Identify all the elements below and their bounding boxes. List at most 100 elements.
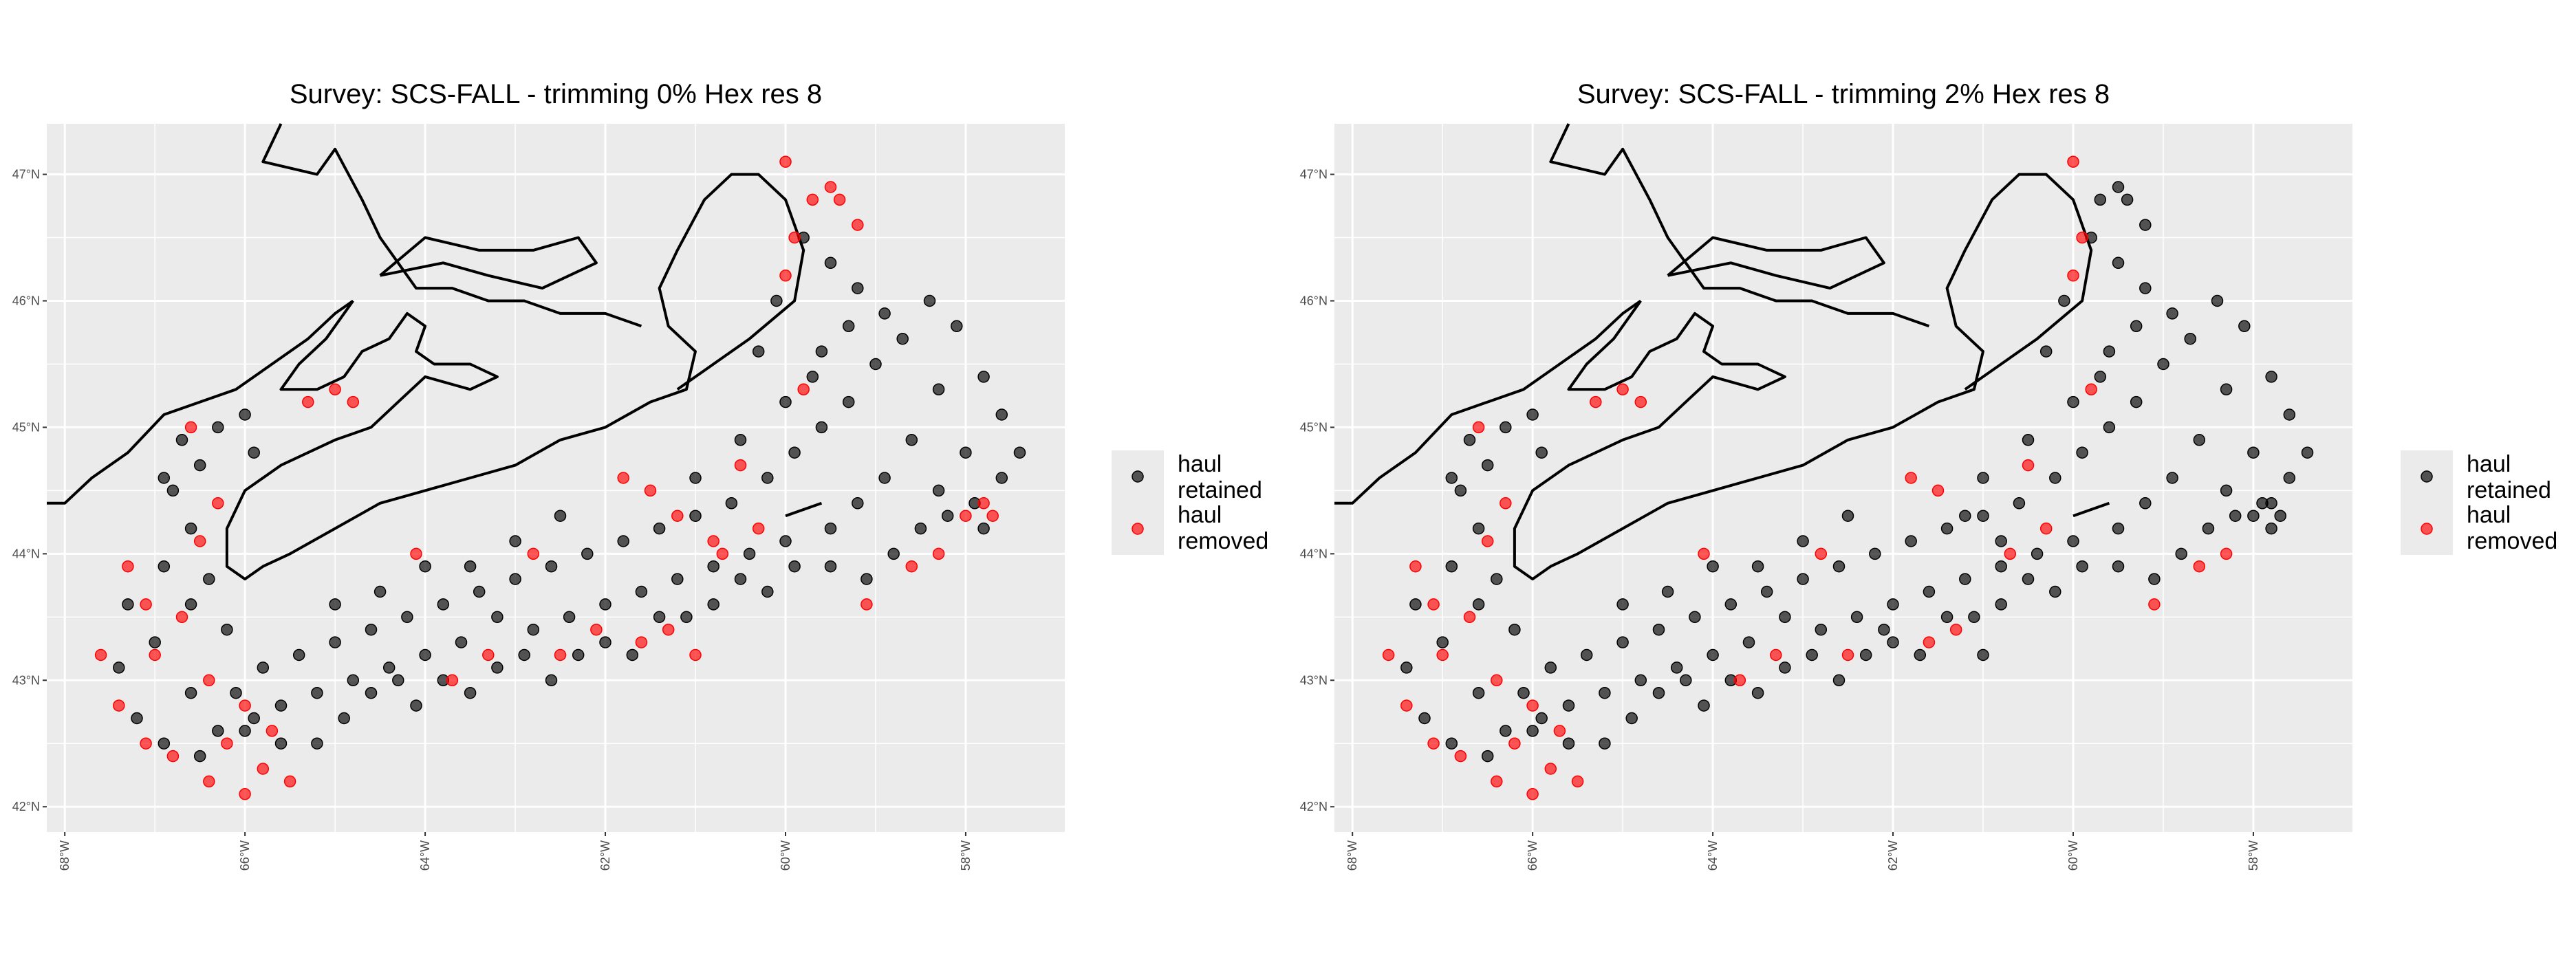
y-tick-label: 45°N — [12, 420, 40, 434]
point-retained — [770, 294, 783, 307]
y-axis-left: 42°N 43°N 44°N 45°N 46°N 47°N — [12, 168, 47, 813]
point-retained — [581, 547, 594, 560]
point-retained — [1463, 434, 1476, 446]
x-tick-label: 64°W — [418, 840, 432, 871]
point-removed — [410, 547, 422, 560]
x-tick-label: 60°W — [2066, 840, 2080, 871]
point-removed — [1770, 648, 1782, 662]
point-removed — [1491, 674, 1503, 687]
point-retained — [221, 623, 233, 636]
point-retained — [158, 737, 171, 750]
point-retained — [2139, 497, 2152, 510]
point-removed — [788, 231, 801, 244]
point-retained — [248, 446, 260, 459]
point-retained — [1454, 484, 1467, 497]
point-retained — [437, 598, 450, 611]
point-removed — [554, 648, 567, 662]
point-retained — [951, 320, 963, 333]
point-removed — [2039, 522, 2053, 535]
legend-label-removed-left: haul removed — [1178, 502, 1268, 554]
point-removed — [986, 510, 999, 522]
legend-label-removed-left-line2: removed — [1178, 528, 1268, 554]
point-retained — [2094, 193, 2107, 206]
point-retained — [1832, 674, 1846, 687]
point-retained — [2220, 383, 2233, 396]
point-removed — [671, 510, 684, 522]
y-tick-label: 47°N — [12, 168, 40, 182]
x-tick-label: 66°W — [238, 840, 252, 871]
point-retained — [2112, 256, 2125, 270]
point-retained — [1751, 560, 1764, 573]
point-retained — [1859, 648, 1872, 662]
point-retained — [2130, 395, 2143, 408]
point-retained — [815, 345, 828, 358]
point-retained — [1599, 737, 1611, 750]
point-removed — [2085, 383, 2097, 396]
point-removed — [1553, 725, 1566, 737]
point-retained — [1914, 648, 1927, 662]
point-retained — [166, 484, 180, 497]
point-removed — [203, 674, 215, 687]
point-removed — [113, 699, 125, 712]
point-removed — [482, 648, 495, 662]
point-retained — [473, 585, 486, 598]
point-retained — [1959, 510, 1971, 522]
point-retained — [734, 434, 747, 446]
point-removed — [1463, 611, 1476, 624]
point-retained — [1689, 611, 1701, 624]
x-tick-label: 68°W — [1345, 840, 1359, 871]
point-retained — [914, 522, 927, 535]
point-retained — [410, 699, 422, 712]
coastline-left — [47, 123, 823, 581]
point-retained — [842, 395, 855, 408]
point-removed — [1634, 395, 1647, 408]
point-retained — [869, 358, 882, 371]
point-retained — [599, 636, 611, 648]
point-removed — [140, 737, 152, 750]
point-retained — [2067, 395, 2079, 408]
point-retained — [1995, 598, 2007, 611]
point-retained — [1445, 560, 1458, 573]
point-retained — [2076, 446, 2088, 459]
point-retained — [2139, 219, 2152, 231]
point-removed — [175, 611, 188, 624]
point-removed — [833, 193, 846, 206]
y-tick-label: 44°N — [1300, 547, 1328, 560]
point-retained — [2112, 181, 2125, 193]
coastline-path — [1513, 173, 2093, 581]
point-retained — [2301, 446, 2314, 459]
point-retained — [2121, 193, 2134, 206]
point-removed — [779, 155, 792, 168]
point-removed — [266, 725, 279, 737]
point-retained — [1724, 598, 1738, 611]
point-removed — [1949, 623, 1962, 636]
point-retained — [1472, 686, 1485, 699]
point-removed — [1436, 648, 1449, 662]
point-retained — [852, 282, 864, 294]
point-retained — [374, 585, 387, 598]
point-removed — [2076, 231, 2088, 244]
point-retained — [545, 674, 558, 687]
point-retained — [2148, 573, 2161, 585]
point-removed — [734, 459, 747, 472]
point-retained — [365, 686, 378, 699]
point-retained — [2283, 472, 2296, 484]
point-retained — [707, 598, 719, 611]
point-removed — [1815, 547, 1828, 560]
point-retained — [878, 472, 891, 484]
legend-label-retained-left: haul retained — [1178, 451, 1262, 503]
point-retained — [491, 662, 504, 674]
point-removed — [1841, 648, 1854, 662]
legend-label-retained-right-line2: retained — [2467, 477, 2551, 503]
legend-label-removed-right: haul removed — [2467, 502, 2557, 554]
point-retained — [419, 560, 431, 573]
point-retained — [1977, 510, 1989, 522]
point-removed — [1400, 699, 1413, 712]
point-retained — [1940, 611, 1953, 624]
point-retained — [158, 560, 171, 573]
point-removed — [824, 181, 837, 193]
point-removed — [1698, 547, 1710, 560]
point-retained — [1409, 598, 1422, 611]
point-removed — [166, 750, 180, 763]
point-retained — [734, 573, 747, 585]
